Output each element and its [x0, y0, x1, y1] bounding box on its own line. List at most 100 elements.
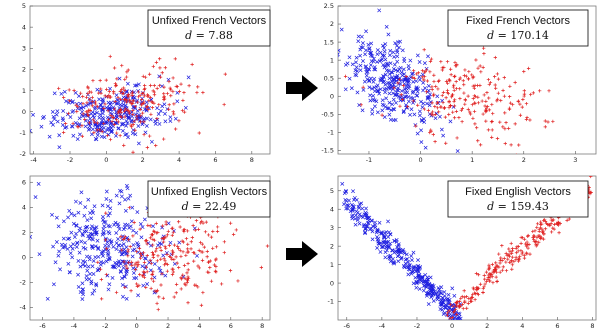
data-point-x: [140, 264, 145, 269]
data-point-x: [435, 94, 440, 99]
data-point-plus: [514, 251, 519, 255]
data-point-x: [379, 230, 384, 235]
data-point-plus: [87, 121, 92, 125]
data-point-plus: [547, 89, 551, 93]
data-point-x: [394, 100, 398, 105]
data-point-x: [71, 99, 75, 104]
data-point-x: [95, 87, 100, 92]
data-point-x: [104, 189, 109, 194]
data-point-plus: [485, 90, 489, 95]
data-point-plus: [498, 270, 502, 274]
data-point-x: [57, 145, 62, 150]
data-point-x: [384, 24, 389, 29]
data-point-x: [358, 68, 363, 73]
data-point-plus: [531, 229, 535, 234]
data-point-x: [173, 116, 178, 121]
data-point-plus: [172, 102, 176, 106]
data-point-x: [157, 241, 162, 246]
data-point-plus: [93, 100, 98, 104]
data-point-plus: [429, 57, 434, 61]
data-point-plus: [131, 112, 135, 117]
data-point-plus: [487, 82, 491, 87]
data-point-plus: [99, 87, 103, 91]
data-point-plus: [490, 262, 495, 267]
data-point-x: [64, 321, 67, 324]
data-point-x: [365, 69, 370, 74]
data-point-plus: [150, 100, 154, 104]
data-point-plus: [92, 131, 96, 135]
data-point-x: [166, 77, 171, 82]
data-point-plus: [84, 110, 89, 114]
data-point-plus: [490, 128, 494, 132]
data-point-plus: [482, 273, 486, 278]
data-point-plus: [484, 270, 489, 274]
data-point-plus: [156, 307, 160, 312]
data-point-plus: [167, 79, 171, 84]
data-point-plus: [463, 102, 467, 106]
y-tick-label: 2: [22, 66, 26, 74]
y-tick-label: 1.5: [324, 38, 334, 46]
y-tick-label: 0: [22, 108, 26, 116]
data-point-x: [411, 100, 416, 105]
data-point-plus: [179, 254, 183, 259]
data-point-plus: [500, 258, 504, 263]
data-point-x: [118, 269, 123, 274]
data-point-plus: [449, 95, 454, 99]
data-point-plus: [524, 244, 529, 248]
data-point-plus: [180, 108, 185, 113]
data-point-plus: [461, 306, 465, 311]
data-point-plus: [195, 90, 199, 95]
data-point-x: [95, 110, 99, 115]
y-tick-label: 0: [22, 254, 26, 262]
data-point-x: [417, 74, 422, 79]
data-point-x: [123, 222, 128, 227]
data-point-x: [134, 230, 139, 235]
data-point-plus: [140, 274, 145, 278]
data-point-x: [392, 260, 397, 265]
data-point-x: [163, 119, 168, 124]
x-tick-label: -2: [102, 322, 108, 330]
data-point-plus: [522, 69, 526, 74]
data-point-x: [94, 283, 99, 288]
data-point-plus: [493, 265, 497, 269]
data-point-x: [121, 294, 125, 299]
data-point-plus: [193, 283, 197, 287]
data-point-plus: [265, 244, 270, 248]
data-point-plus: [131, 122, 135, 127]
data-point-plus: [140, 111, 145, 115]
data-point-plus: [454, 312, 459, 317]
data-point-x: [364, 206, 368, 211]
data-point-plus: [422, 48, 426, 52]
data-point-x: [426, 83, 431, 88]
data-point-x: [144, 123, 149, 128]
data-point-plus: [463, 68, 467, 72]
data-point-plus: [451, 85, 456, 89]
data-point-plus: [151, 243, 155, 247]
data-point-x: [87, 236, 92, 241]
data-point-x: [81, 245, 86, 250]
data-point-x: [94, 282, 99, 287]
data-point-x: [404, 264, 409, 269]
data-point-x: [84, 113, 89, 118]
data-point-x: [364, 48, 368, 53]
data-point-plus: [182, 229, 186, 234]
data-point-plus: [481, 290, 485, 295]
y-tick-label: 6: [22, 178, 26, 186]
data-point-plus: [435, 106, 440, 110]
data-point-x: [409, 107, 414, 112]
data-point-x: [383, 57, 388, 62]
data-point-x: [359, 34, 364, 39]
data-point-plus: [432, 92, 436, 96]
data-point-plus: [194, 218, 199, 223]
x-tick-label: 2: [522, 156, 526, 164]
data-point-x: [61, 245, 65, 250]
data-point-x: [72, 213, 77, 218]
data-point-x: [442, 293, 447, 298]
data-point-plus: [149, 261, 153, 266]
data-point-plus: [472, 101, 477, 105]
data-point-x: [417, 60, 422, 64]
data-point-plus: [392, 86, 396, 90]
data-point-x: [175, 99, 180, 104]
data-point-plus: [510, 255, 515, 259]
